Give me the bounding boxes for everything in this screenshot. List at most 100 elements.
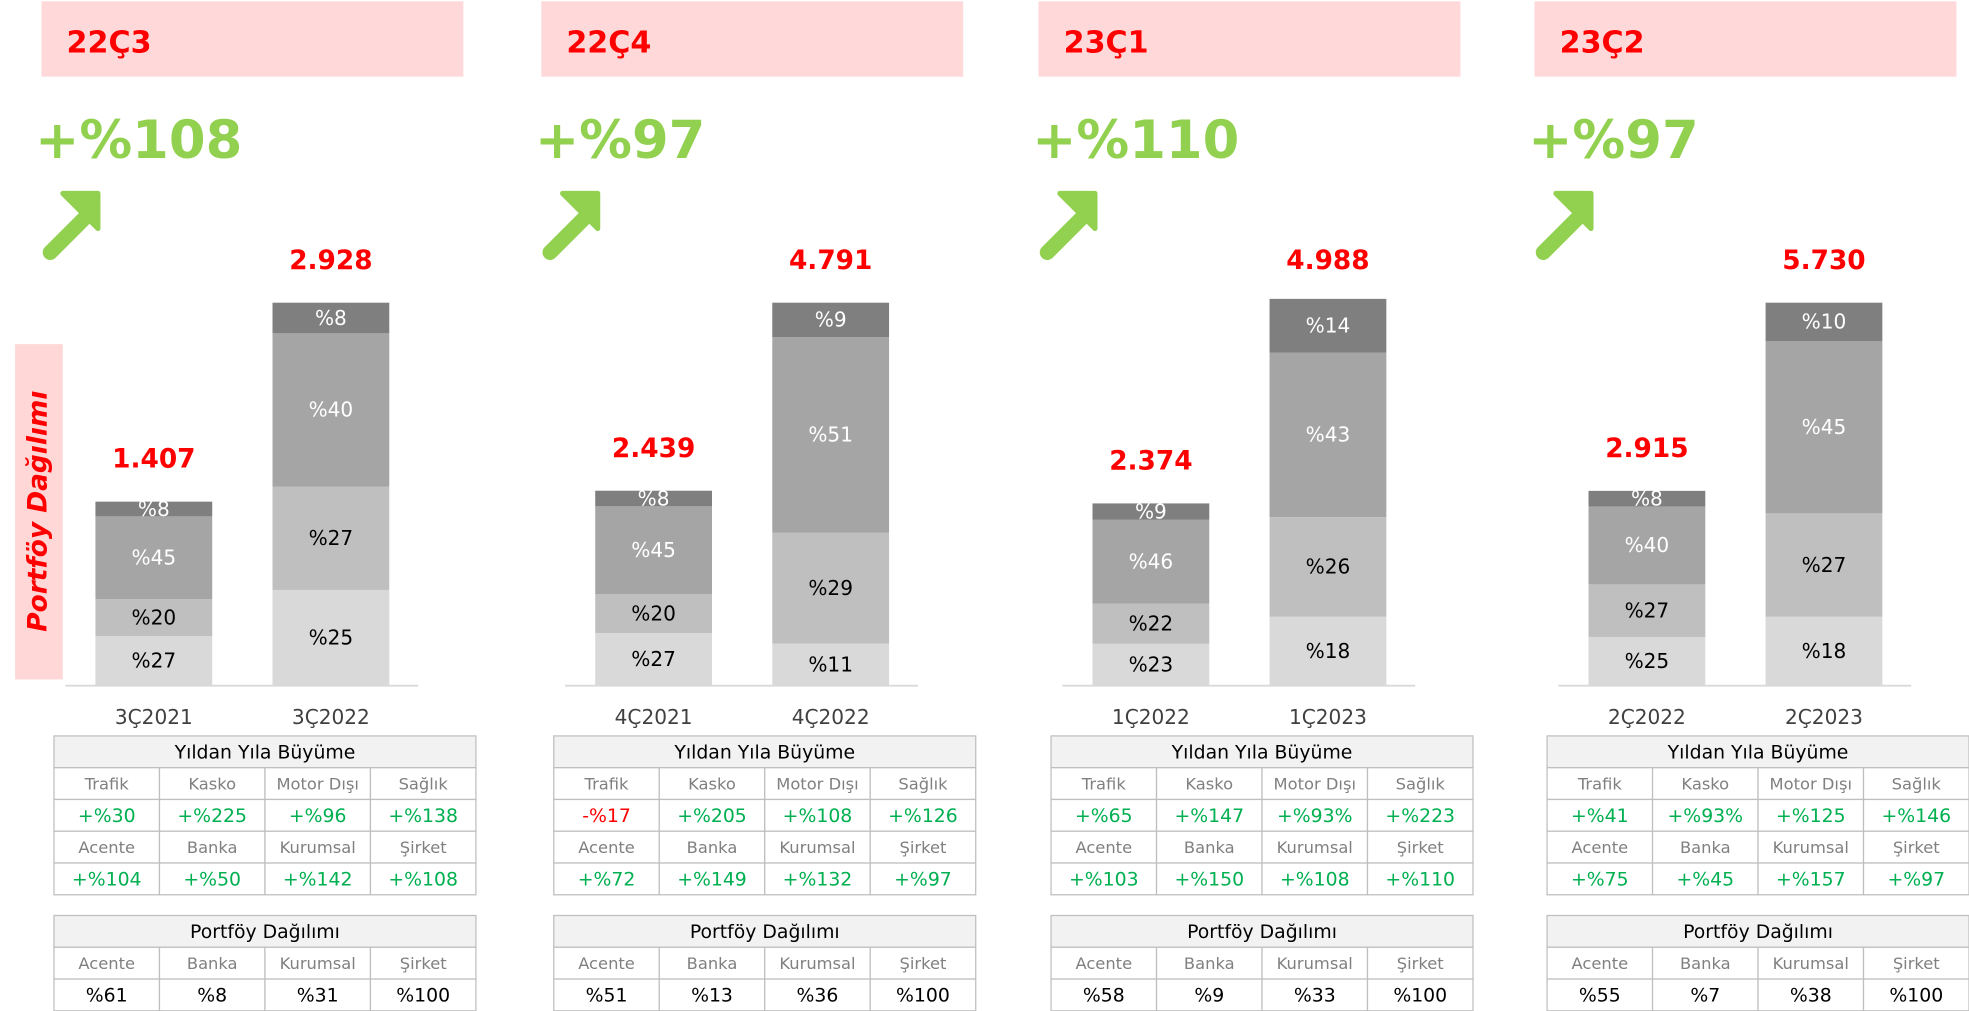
growth-table-cell [1050, 798, 1158, 832]
growth-table-cell [764, 798, 871, 832]
segment-label: %20 [132, 605, 177, 629]
bar-segment [772, 643, 890, 686]
growth-table-value: +%103 [1069, 870, 1139, 891]
total-label: 5.730 [1782, 246, 1865, 276]
portfolio-table-title-cell [53, 914, 477, 948]
growth: +%97 [1528, 110, 1698, 171]
growth-table-value: +%65 [1075, 806, 1133, 827]
segment-label: %23 [1129, 652, 1174, 676]
bar-segment [95, 501, 213, 517]
growth-table-cell [869, 862, 977, 896]
growth-table-title: Yıldan Yıla Büyüme [1171, 743, 1353, 764]
bar-segment [95, 516, 213, 600]
category-label: 2Ç2023 [1785, 705, 1863, 729]
portfolio-table-cell [764, 978, 871, 1011]
segment-label: %22 [1129, 611, 1174, 635]
growth-table-cell [869, 798, 977, 832]
growth-table-value: +%157 [1776, 870, 1846, 891]
growth-table-header: Sağlık [1892, 774, 1942, 793]
growth-table-value: +%75 [1571, 870, 1629, 891]
growth-table-header: Trafik [584, 774, 630, 793]
segment-label: %9 [1135, 499, 1167, 523]
portfolio-table-cell [1366, 946, 1474, 980]
growth-table-cell [53, 767, 161, 801]
portfolio-table-cell [1862, 946, 1969, 980]
growth-table-header: Trafik [1577, 774, 1623, 793]
bar-segment [1092, 503, 1210, 520]
growth-table-header: Sağlık [898, 774, 948, 793]
segment-label: %45 [631, 538, 676, 562]
segment-label: %27 [1625, 598, 1670, 622]
bar-segment [95, 599, 213, 637]
segment-label: %18 [1802, 639, 1847, 663]
total-label: 2.374 [1109, 446, 1192, 476]
growth-table-cell [764, 830, 871, 864]
portfolio-table-cell [553, 978, 660, 1011]
total-label: 2.439 [612, 434, 695, 464]
growth-table-value: +%50 [183, 870, 241, 891]
growth-table-cell [1651, 767, 1759, 801]
header-box [1534, 1, 1957, 77]
growth-table-value: +%97 [894, 870, 952, 891]
bar-segment [1092, 643, 1210, 686]
segment-label: %26 [1306, 555, 1351, 579]
growth-table-value: +%138 [388, 806, 458, 827]
growth-table-value: +%132 [783, 870, 853, 891]
segment-label: %14 [1306, 313, 1351, 337]
growth-table-cell [1651, 798, 1759, 832]
bar-segment [595, 594, 713, 634]
growth-table-header: Banka [1680, 838, 1731, 857]
portfolio-table-cell [1261, 946, 1369, 980]
segment-label: %8 [315, 306, 347, 330]
total-label: 4.791 [789, 246, 872, 276]
portfolio-table-cell [158, 946, 266, 980]
growth-table-cell [53, 798, 161, 832]
growth-table-header: Sağlık [399, 774, 449, 793]
portfolio-table-value: %55 [1579, 986, 1621, 1007]
portfolio-table-value: %100 [1889, 986, 1943, 1007]
segment-label: %8 [1631, 486, 1663, 510]
arrow [1535, 209, 1586, 261]
growth-table-header: Acente [78, 838, 135, 857]
bar-segment [1765, 340, 1883, 514]
growth-table-header: Kurumsal [1773, 838, 1849, 857]
segment-label: %25 [309, 626, 354, 650]
growth-table-cell [369, 862, 477, 896]
growth-table-title-cell [1050, 735, 1474, 769]
portfolio-table-value: %58 [1083, 986, 1125, 1007]
bar-segment [1269, 616, 1387, 686]
portfolio-table-value: %7 [1690, 986, 1720, 1007]
category-label: 3Ç2022 [292, 705, 370, 729]
growth-table-cell [1757, 830, 1865, 864]
bar-segment [1269, 352, 1387, 518]
portfolio-table-cell [658, 946, 766, 980]
bar-segment [772, 337, 890, 533]
growth-table-header: Kurumsal [280, 838, 356, 857]
bar-segment [772, 532, 890, 644]
portfolio-table-header: Banka [187, 954, 238, 973]
growth-table-cell [1366, 862, 1474, 896]
portfolio-table-value: %36 [797, 986, 839, 1007]
bar-segment [1092, 519, 1210, 604]
growth-table-header: Trafik [1081, 774, 1127, 793]
growth-table-cell [264, 798, 372, 832]
growth-table-value: +%125 [1776, 806, 1846, 827]
portfolio-table-value: %8 [197, 986, 227, 1007]
segment-label: %27 [631, 647, 676, 671]
arrow [1039, 209, 1090, 261]
growth-table-header: Motor Dışı [1770, 774, 1852, 793]
growth-table-header: Kurumsal [779, 838, 855, 857]
growth-table-header: Banka [687, 838, 738, 857]
growth-table-cell [869, 830, 977, 864]
growth-table-value: +%150 [1174, 870, 1244, 891]
segment-label: %8 [638, 486, 670, 510]
growth-table-cell [1862, 830, 1969, 864]
portfolio-table-header: Şirket [1397, 954, 1444, 973]
segment-label: %45 [132, 546, 177, 570]
growth-table-cell [1757, 862, 1865, 896]
bar-segment [595, 633, 713, 686]
category-label: 2Ç2022 [1608, 705, 1686, 729]
portfolio-table-cell [1546, 946, 1654, 980]
growth-table-header: Acente [578, 838, 635, 857]
growth-table-title: Yıldan Yıla Büyüme [1667, 743, 1849, 764]
